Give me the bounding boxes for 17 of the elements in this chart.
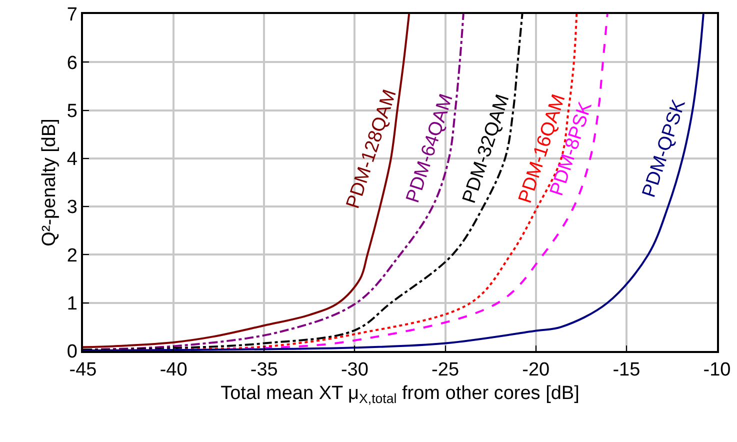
y-axis-title: Q²-penalty [dB] bbox=[39, 118, 60, 246]
x-tick-label: -20 bbox=[522, 360, 550, 381]
x-tick-label: -30 bbox=[340, 360, 368, 381]
x-tick-label: -25 bbox=[432, 360, 460, 381]
y-tick-label: 2 bbox=[66, 245, 78, 266]
y-tick-label: 6 bbox=[66, 52, 78, 74]
x-tick-label: -40 bbox=[160, 360, 188, 381]
y-tick-label: 3 bbox=[66, 197, 78, 218]
y-tick-label: 4 bbox=[66, 149, 78, 170]
x-tick-label: -35 bbox=[250, 360, 278, 381]
y-tick-label: 5 bbox=[66, 100, 78, 122]
y-tick-label: 1 bbox=[66, 294, 78, 315]
x-tick-label: -10 bbox=[703, 360, 731, 381]
x-axis-title: Total mean XT μ$_{X,total}$ from other cores [dB] bbox=[220, 382, 580, 406]
y-tick-label: 7 bbox=[66, 4, 78, 26]
x-tick-label: -15 bbox=[612, 360, 640, 381]
line-series bbox=[83, 14, 704, 351]
